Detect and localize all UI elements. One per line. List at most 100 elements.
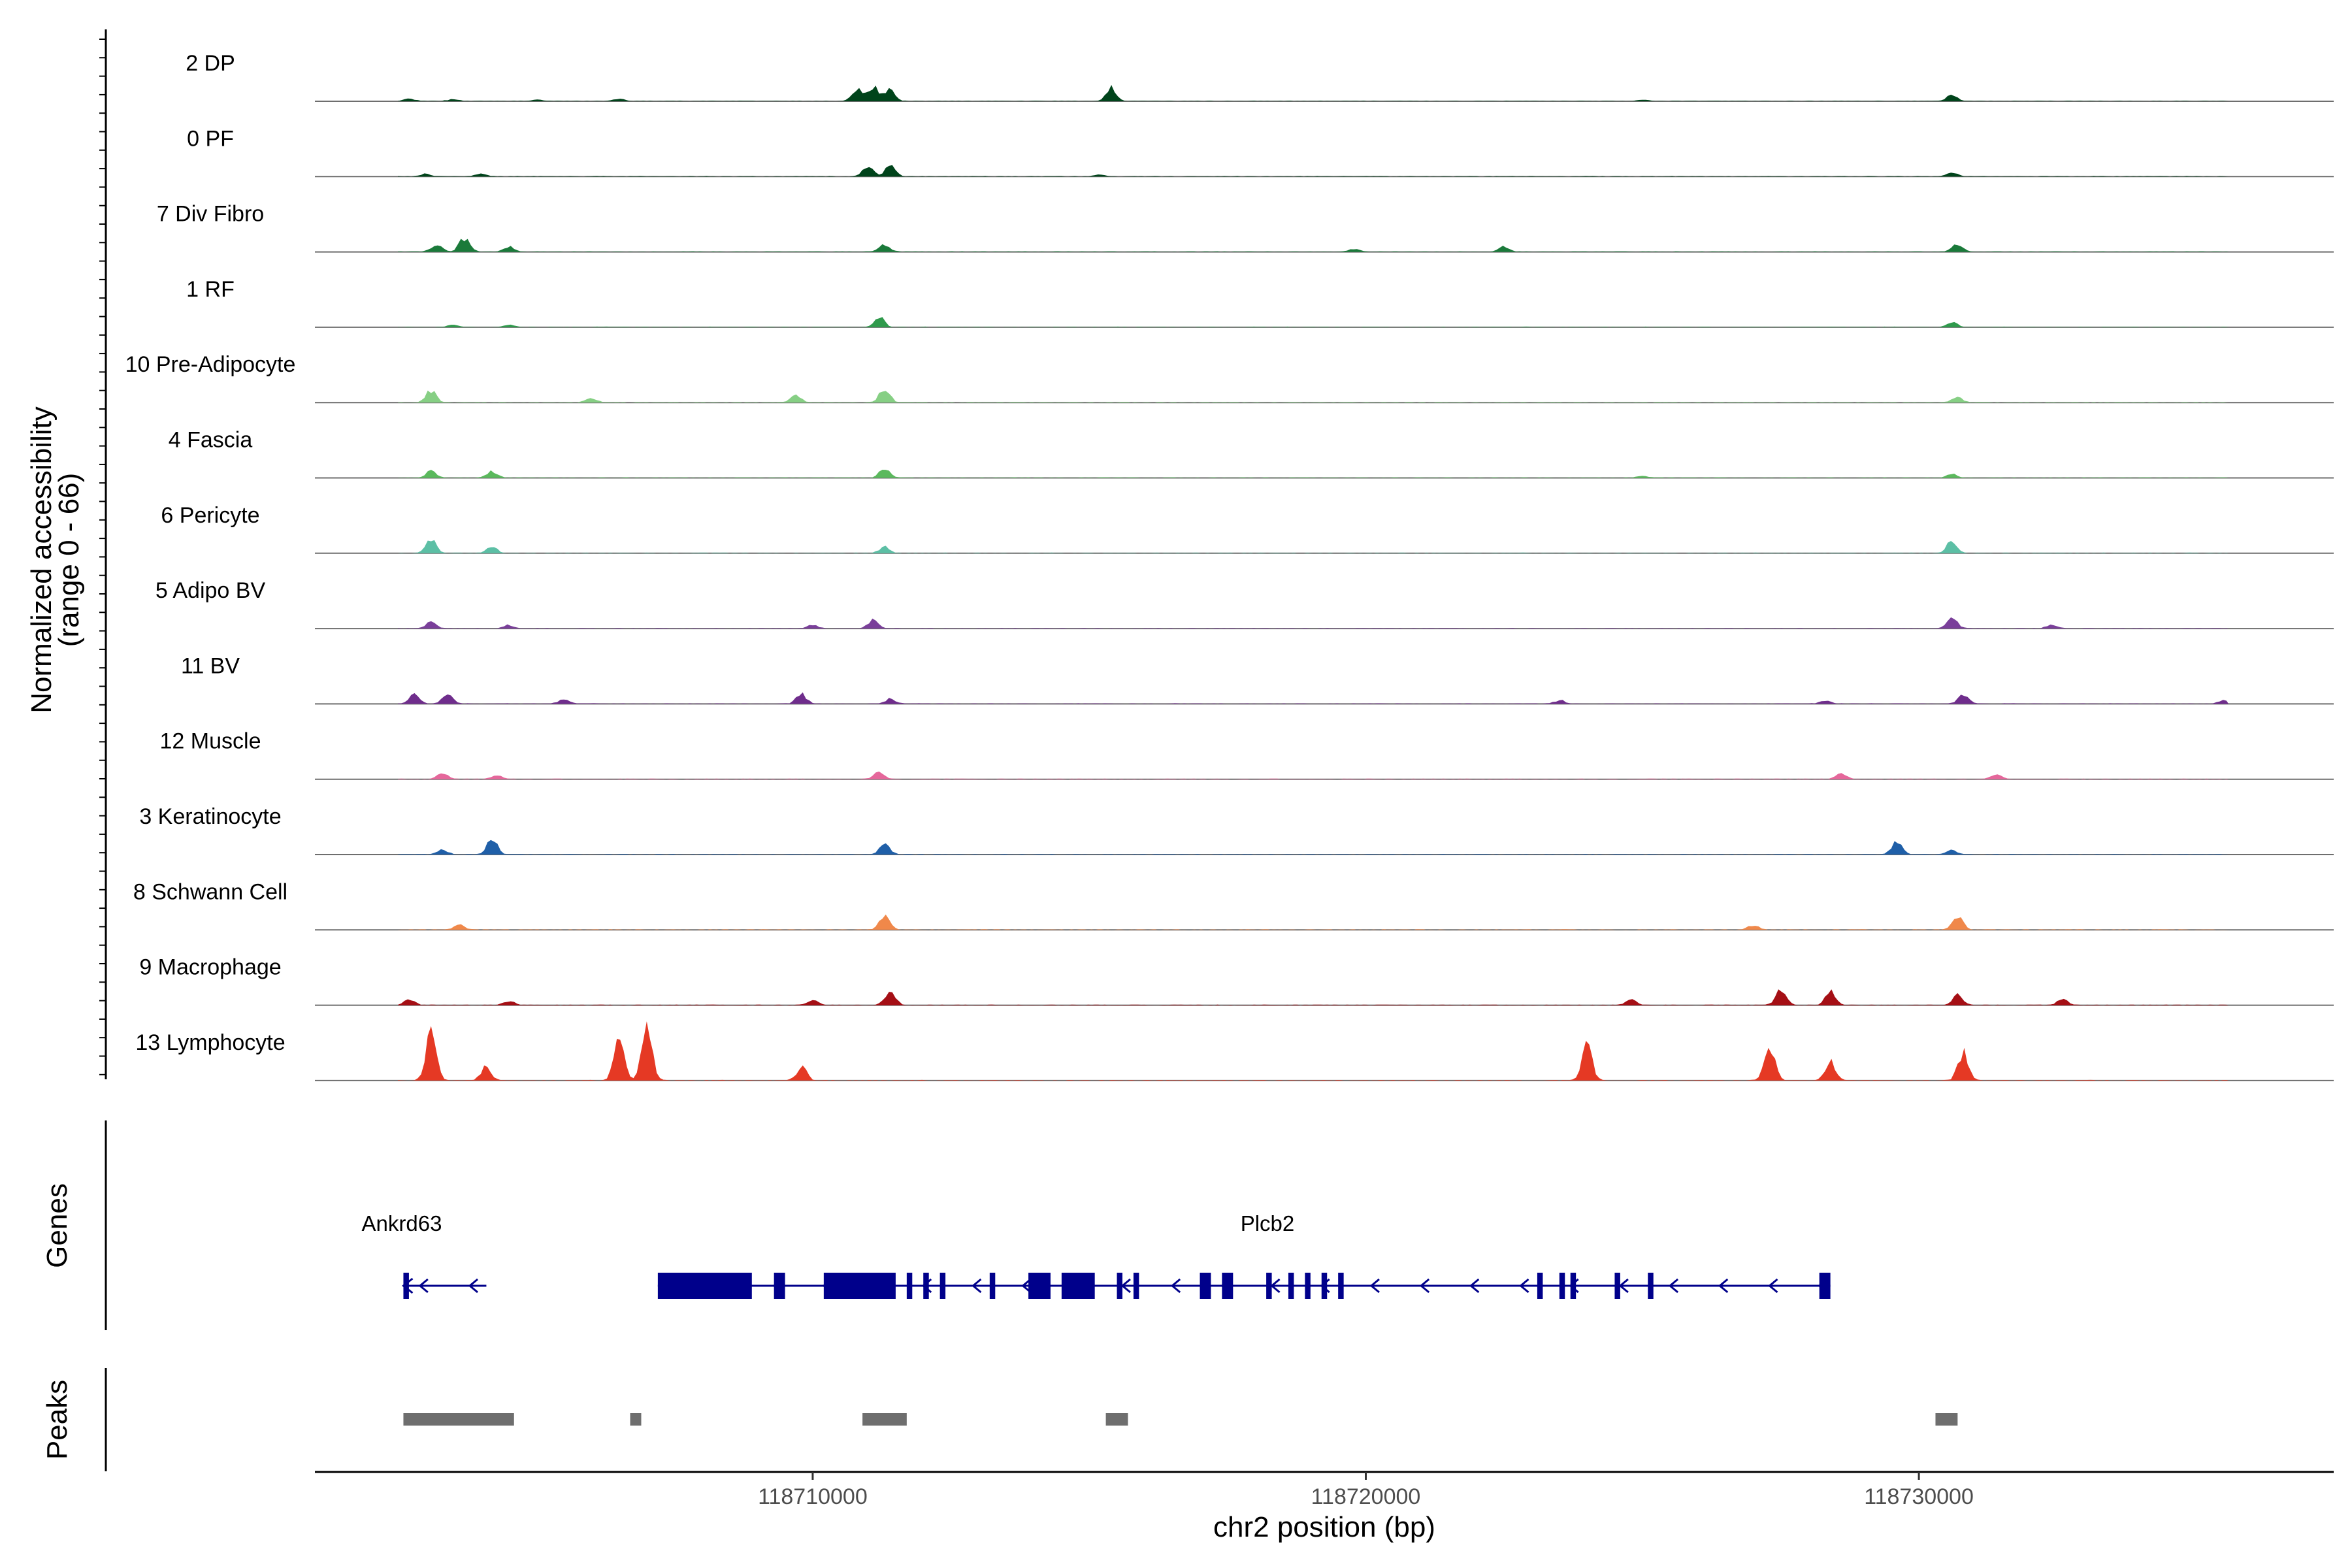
strand-arrow <box>1220 1278 1231 1294</box>
x-tick-label: 118710000 <box>758 1484 868 1509</box>
track-label: 1 RF <box>186 277 235 302</box>
gene-plcb2: Plcb2 <box>657 1211 1831 1299</box>
strand-arrow <box>1469 1278 1480 1294</box>
strand-arrow <box>1519 1278 1529 1294</box>
strand-arrow <box>1569 1278 1579 1294</box>
genes-panel-label: Genes <box>41 1183 73 1268</box>
strand-arrow <box>1618 1278 1629 1294</box>
gene-exon <box>1819 1273 1831 1299</box>
gene-exon <box>1028 1273 1051 1299</box>
strand-arrow <box>822 1278 832 1294</box>
coverage-area <box>398 989 2229 1005</box>
peak-bar <box>630 1413 642 1426</box>
y-axis-range: (range 0 - 66) <box>53 473 85 647</box>
coverage-area <box>398 165 2229 177</box>
peak-regions <box>403 1413 1958 1426</box>
coverage-area <box>398 617 2229 629</box>
gene-exon <box>823 1273 896 1299</box>
track-8: 5 Adipo BV <box>155 578 2334 630</box>
peak-bar <box>1105 1413 1128 1426</box>
gene-exon <box>939 1273 946 1299</box>
track-label: 6 Pericyte <box>161 503 259 528</box>
coverage-area <box>398 914 2229 930</box>
gene-exon <box>1338 1273 1344 1299</box>
coverage-area <box>398 470 2229 478</box>
strand-arrow <box>972 1278 982 1294</box>
gene-exon <box>1061 1273 1095 1299</box>
y-axis-title: Normalized accessibility <box>25 406 57 713</box>
gene-exon <box>657 1273 752 1299</box>
gene-exon <box>1288 1273 1294 1299</box>
gene-exon <box>1614 1273 1620 1299</box>
coverage-area <box>398 390 2229 403</box>
coverage-area <box>398 238 2229 252</box>
gene-exon <box>1222 1273 1233 1299</box>
track-7: 6 Pericyte <box>161 503 2334 554</box>
track-label: 3 Keratinocyte <box>139 804 281 829</box>
track-label: 8 Schwann Cell <box>133 879 287 904</box>
coverage-area <box>398 840 2229 855</box>
track-9: 11 BV <box>181 653 2334 705</box>
track-label: 11 BV <box>181 653 240 678</box>
strand-arrow <box>468 1278 479 1294</box>
track-14: 13 Lymphocyte <box>135 1021 2334 1081</box>
x-tick-label: 118720000 <box>1311 1484 1421 1509</box>
peaks-panel-label: Peaks <box>41 1380 73 1460</box>
gene-exon <box>403 1273 409 1299</box>
track-label: 13 Lymphocyte <box>135 1030 285 1055</box>
gene-exon <box>1537 1273 1543 1299</box>
gene-exon <box>923 1273 929 1299</box>
gene-exon <box>1648 1273 1654 1299</box>
strand-arrow <box>418 1278 429 1294</box>
track-11: 3 Keratinocyte <box>139 804 2334 855</box>
gene-models: Ankrd63 Plcb2 <box>362 1211 1831 1299</box>
coverage-area <box>398 771 2229 779</box>
gene-exon <box>1321 1273 1328 1299</box>
track-6: 4 Fascia <box>169 428 2334 479</box>
strand-arrow <box>1369 1278 1380 1294</box>
coverage-area <box>398 1021 2229 1081</box>
strand-arrow <box>672 1278 683 1294</box>
x-tick-label: 118730000 <box>1864 1484 1974 1509</box>
strand-arrow <box>772 1278 783 1294</box>
coverage-area <box>398 85 2229 101</box>
gene-exon <box>774 1273 785 1299</box>
track-2: 0 PF <box>187 126 2334 178</box>
strand-arrow <box>1021 1278 1032 1294</box>
strand-arrow <box>1120 1278 1131 1294</box>
coverage-tracks: 2 DP 0 PF 7 Div Fibro 1 RF 10 Pre-Adipocyte 4… <box>125 51 2334 1081</box>
track-label: 0 PF <box>187 126 234 151</box>
x-axis-title: chr2 position (bp) <box>1213 1511 1435 1543</box>
coverage-area <box>398 692 2229 704</box>
track-label: 2 DP <box>186 51 235 76</box>
track-label: 12 Muscle <box>160 729 261 754</box>
strand-arrow <box>402 1277 414 1294</box>
strand-arrow <box>1668 1278 1679 1294</box>
gene-exon <box>1266 1273 1272 1299</box>
strand-arrow <box>1270 1278 1281 1294</box>
gene-exon <box>906 1273 913 1299</box>
strand-arrow <box>1818 1278 1828 1294</box>
coverage-area <box>398 317 2229 327</box>
strand-arrow <box>723 1278 733 1294</box>
gene-exon <box>1570 1273 1576 1299</box>
strand-arrow <box>1320 1278 1330 1294</box>
track-3: 7 Div Fibro <box>157 202 2334 253</box>
coverage-y-ticks <box>99 39 106 1075</box>
gene-exon <box>1200 1273 1211 1299</box>
gene-label: Plcb2 <box>1241 1211 1295 1235</box>
track-13: 9 Macrophage <box>139 955 2334 1006</box>
strand-arrow <box>1419 1278 1430 1294</box>
gene-exon <box>989 1273 996 1299</box>
track-1: 2 DP <box>186 51 2334 102</box>
track-label: 5 Adipo BV <box>155 578 266 603</box>
gene-exon <box>1133 1273 1139 1299</box>
strand-arrow <box>921 1278 932 1294</box>
coverage-area <box>398 540 2229 553</box>
peak-bar <box>403 1413 514 1426</box>
track-12: 8 Schwann Cell <box>133 879 2334 931</box>
gene-exon <box>1117 1273 1122 1299</box>
strand-arrow <box>1768 1278 1778 1294</box>
gene-ankrd63: Ankrd63 <box>362 1211 487 1299</box>
